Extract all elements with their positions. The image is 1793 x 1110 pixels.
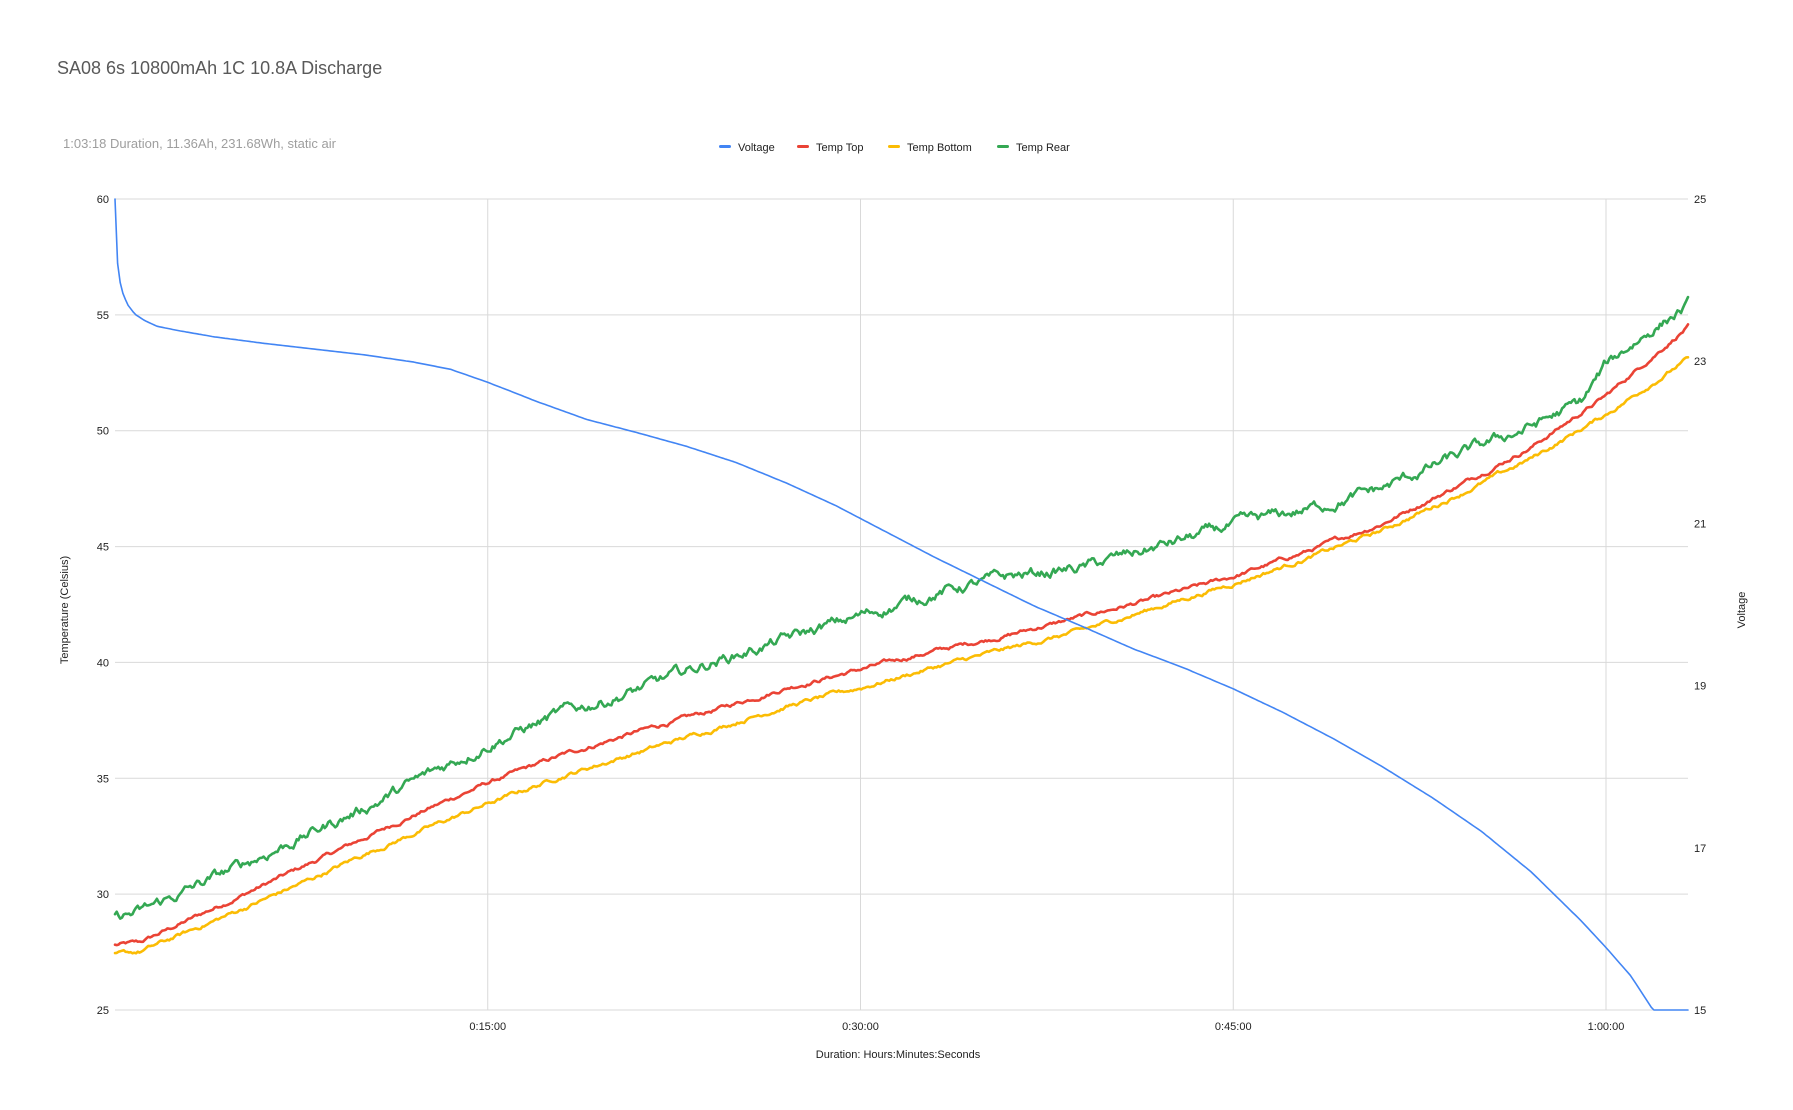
left-tick-label: 45 — [97, 542, 109, 554]
legend-swatch — [719, 145, 731, 148]
legend-label: Temp Top — [816, 142, 864, 154]
left-tick-label: 60 — [97, 194, 109, 206]
x-tick-label: 0:30:00 — [842, 1021, 879, 1033]
right-tick-label: 23 — [1694, 356, 1706, 368]
legend-label: Temp Rear — [1016, 142, 1070, 154]
x-tick-label: 0:15:00 — [469, 1021, 506, 1033]
legend-label: Voltage — [738, 142, 775, 154]
legend-item: Voltage — [719, 142, 775, 154]
left-tick-label: 40 — [97, 657, 109, 669]
left-tick-label: 35 — [97, 773, 109, 785]
legend-swatch — [997, 145, 1009, 148]
legend-item: Temp Bottom — [888, 142, 972, 154]
legend-item: Temp Top — [797, 142, 864, 154]
x-axis-title: Duration: Hours:Minutes:Seconds — [816, 1049, 981, 1061]
left-tick-label: 55 — [97, 310, 109, 322]
series-line-temp-rear — [113, 295, 1690, 920]
legend-label: Temp Bottom — [907, 142, 972, 154]
left-tick-label: 30 — [97, 889, 109, 901]
right-axis-title: Voltage — [1736, 592, 1748, 629]
right-tick-label: 19 — [1694, 681, 1706, 693]
legend: Voltage Temp Top Temp Bottom Temp Rear — [719, 142, 1070, 154]
left-tick-label: 25 — [97, 1005, 109, 1017]
series-line-temp-bottom — [113, 356, 1690, 955]
legend-swatch — [797, 145, 809, 148]
x-tick-label: 1:00:00 — [1588, 1021, 1625, 1033]
x-tick-label: 0:45:00 — [1215, 1021, 1252, 1033]
chart-title: SA08 6s 10800mAh 1C 10.8A Discharge — [57, 58, 382, 78]
right-tick-label: 21 — [1694, 518, 1706, 530]
right-tick-label: 17 — [1694, 843, 1706, 855]
left-axis-ticks: 25 30 35 40 45 50 55 60 — [97, 194, 109, 1017]
right-axis-ticks: 15 17 19 21 23 25 — [1694, 194, 1706, 1017]
legend-item: Temp Rear — [997, 142, 1070, 154]
plot-area — [113, 198, 1690, 1011]
left-axis-title: Temperature (Celsius) — [59, 556, 71, 664]
left-tick-label: 50 — [97, 426, 109, 438]
right-tick-label: 15 — [1694, 1005, 1706, 1017]
series-line-voltage — [114, 198, 1689, 1011]
legend-swatch — [888, 145, 900, 148]
x-axis-ticks: 0:15:00 0:30:00 0:45:00 1:00:00 — [469, 1021, 1624, 1033]
gridlines — [115, 198, 1688, 1011]
chart-subtitle: 1:03:18 Duration, 11.36Ah, 231.68Wh, sta… — [63, 136, 337, 151]
series-line-temp-top — [113, 323, 1690, 947]
right-tick-label: 25 — [1694, 194, 1706, 206]
